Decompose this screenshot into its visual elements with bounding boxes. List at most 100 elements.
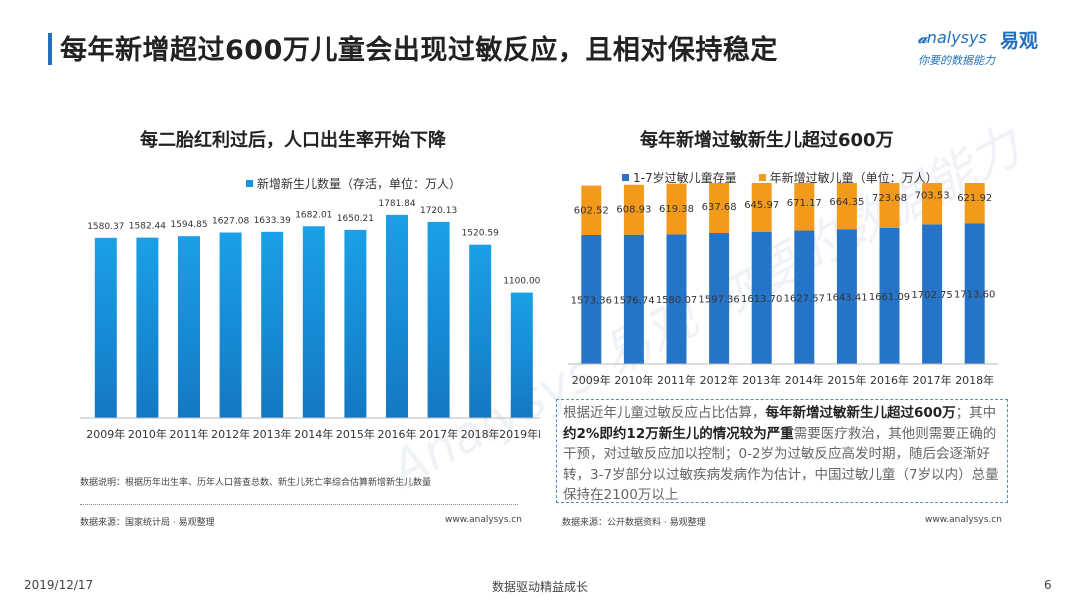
bar [261, 231, 284, 418]
bar-base [709, 233, 730, 364]
x-tick-label: 2013年 [742, 373, 781, 387]
base-value-label: 1573.36 [571, 295, 612, 306]
title-accent-bar [48, 33, 52, 65]
x-tick-label: 2012年 [211, 427, 250, 441]
bar-base [751, 231, 772, 364]
x-tick-label: 2009年 [572, 373, 611, 387]
left-chart-legend: 新增新生儿数量（存活，单位：万人） [246, 175, 483, 192]
bar-new [964, 183, 985, 224]
x-tick-label: 2012年 [700, 373, 739, 387]
bar-new [922, 183, 943, 225]
bar-value-label: 1594.85 [170, 220, 207, 230]
legend-swatch [622, 174, 629, 181]
bar-new [623, 184, 644, 235]
legend-label: 年新增过敏儿童（单位：万人） [769, 171, 938, 185]
x-tick-label: 2017年 [913, 373, 952, 387]
bar-value-label: 1580.37 [87, 222, 124, 232]
x-tick-label: 2009年 [86, 427, 125, 441]
bar-value-label: 1650.21 [337, 214, 374, 224]
bar-new [751, 183, 772, 232]
bar-base [666, 234, 687, 364]
bar-new [581, 185, 602, 235]
legend-swatch [246, 180, 253, 187]
right-site: www.analysys.cn [925, 515, 1002, 525]
x-tick-label: 2014年 [294, 427, 333, 441]
page-title: 每年新增超过600万儿童会出现过敏反应，且相对保持稳定 [60, 35, 778, 66]
left-source: 数据来源：国家统计局 · 易观整理 [80, 518, 215, 528]
bar-value-label: 1100.00 [503, 277, 540, 287]
bar-base [581, 234, 602, 364]
legend-item-new: 年新增过敏儿童（单位：万人） [758, 169, 938, 186]
footer-slogan: 数据驱动精益成长 [492, 580, 589, 594]
bar-base [964, 223, 985, 364]
page-number: 6 [1044, 578, 1052, 592]
bar-value-label: 1682.01 [295, 210, 332, 220]
bar-value-label: 1520.59 [462, 229, 499, 239]
new-value-label: 637.68 [702, 202, 737, 213]
bar-new [709, 183, 730, 234]
new-value-label: 645.97 [744, 200, 779, 211]
x-tick-label: 2015年 [827, 373, 866, 387]
base-value-label: 1643.41 [826, 293, 867, 304]
bar-value-label: 1720.13 [420, 206, 457, 216]
new-value-label: 671.17 [787, 198, 822, 209]
analysys-logo: 𝒶nalysys 易观 你要的数据能力 [918, 28, 1058, 72]
right-stacked-bar-chart: 1573.36 602.52 2009年 1576.74 608.93 2010年 1580… [568, 183, 998, 387]
x-tick-label: 2015年 [336, 427, 375, 441]
right-chart-legend: 1-7岁过敏儿童存量 年新增过敏儿童（单位：万人） [622, 169, 960, 186]
new-value-label: 703.53 [915, 191, 950, 202]
bar-base [879, 227, 900, 364]
new-value-label: 664.35 [829, 197, 864, 208]
bar [94, 237, 117, 418]
bar [510, 292, 533, 418]
base-value-label: 1613.70 [741, 294, 782, 305]
bar-value-label: 1582.44 [129, 222, 166, 232]
logo-cn: 易观 [1000, 30, 1039, 52]
x-tick-label: 2019年F [499, 427, 540, 441]
base-value-label: 1702.75 [911, 290, 952, 301]
x-tick-label: 2018年 [461, 427, 500, 441]
bar [219, 232, 242, 418]
bar-base [794, 230, 815, 364]
x-tick-label: 2010年 [614, 373, 653, 387]
bar-new [666, 183, 687, 235]
left-bar-chart: 1580.37 2009年 1582.44 2010年 1594.85 2011年 1627… [80, 199, 540, 441]
legend-swatch [758, 174, 766, 181]
x-tick-label: 2010年 [128, 427, 167, 441]
bar-base [623, 234, 644, 364]
new-value-label: 619.38 [659, 204, 694, 215]
bar-new [794, 183, 815, 231]
bar [136, 237, 159, 418]
bar-base [922, 224, 943, 364]
new-value-label: 608.93 [616, 205, 651, 216]
base-value-label: 1661.09 [869, 292, 910, 303]
bar-value-label: 1627.08 [212, 217, 249, 227]
x-tick-label: 2011年 [657, 373, 696, 387]
legend-label: 1-7岁过敏儿童存量 [633, 171, 737, 185]
bar [344, 229, 367, 418]
right-source: 数据来源：公开数据资料 · 易观整理 [562, 518, 706, 528]
bar [469, 244, 492, 418]
bar [178, 236, 200, 418]
new-value-label: 621.92 [957, 193, 992, 204]
base-value-label: 1597.36 [698, 295, 739, 306]
base-value-label: 1627.57 [784, 293, 825, 304]
bar [386, 214, 408, 418]
footer-date: 2019/12/17 [24, 578, 94, 592]
left-chart-title: 每二胎红利过后，人口出生率开始下降 [140, 130, 446, 151]
bar-base [836, 229, 857, 364]
legend-label: 新增新生儿数量（存活，单位：万人） [257, 177, 462, 191]
left-data-note: 数据说明：根据历年出生率、历年人口普查总数、新生儿死亡率综合估算新增新生儿数量 [80, 478, 432, 488]
new-value-label: 602.52 [574, 205, 609, 216]
bar-value-label: 1781.84 [378, 199, 415, 209]
base-value-label: 1576.74 [613, 295, 654, 306]
right-chart-title: 每年新增过敏新生儿超过600万 [640, 130, 894, 151]
x-tick-label: 2011年 [170, 427, 209, 441]
x-tick-label: 2017年 [419, 427, 458, 441]
bar-new [879, 183, 900, 228]
base-value-label: 1580.07 [656, 295, 697, 306]
left-site: www.analysys.cn [445, 515, 522, 525]
left-divider [80, 504, 518, 505]
legend-item-base: 1-7岁过敏儿童存量 [622, 169, 737, 186]
x-tick-label: 2016年 [870, 373, 909, 387]
